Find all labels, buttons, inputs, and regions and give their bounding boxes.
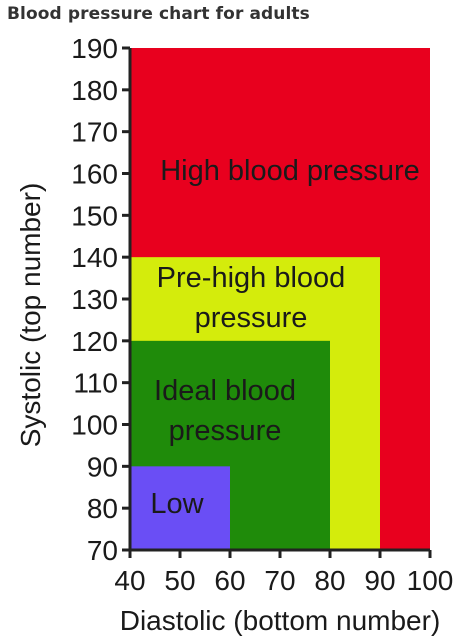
y-tick-label-130: 130 — [71, 284, 118, 315]
region-label-pre-high-blood-pressure: Pre-high blood pressure — [157, 262, 346, 334]
y-tick-label-90: 90 — [87, 451, 118, 482]
y-tick-label-70: 70 — [87, 535, 118, 566]
y-tick-label-170: 170 — [71, 117, 118, 148]
region-label-high-blood-pressure: High blood pressure — [160, 155, 420, 187]
x-tick-label-100: 100 — [407, 565, 454, 596]
chart-title: Blood pressure chart for adults — [7, 4, 310, 24]
x-tick-label-60: 60 — [214, 565, 245, 596]
axes-layer: 70 80 90 100 110 120 130 140 150 160 170 180 190 40 50… — [15, 33, 453, 636]
region-labels-layer: High blood pressure Pre-high blood pressur… — [150, 155, 419, 520]
y-tick-label-190: 190 — [71, 33, 118, 64]
y-tick-label-110: 110 — [73, 368, 118, 399]
x-tick-label-40: 40 — [114, 565, 145, 596]
x-axis-label: Diastolic (bottom number) — [120, 605, 441, 636]
x-tick-label-50: 50 — [164, 565, 195, 596]
region-label-ideal-blood-pressure: Ideal blood pressure — [154, 375, 296, 447]
x-tick-label-70: 70 — [264, 565, 295, 596]
y-axis-label: Systolic (top number) — [15, 183, 46, 448]
y-tick-label-150: 150 — [71, 200, 118, 231]
x-tick-label-90: 90 — [364, 565, 395, 596]
y-tick-label-180: 180 — [71, 75, 118, 106]
y-tick-label-120: 120 — [71, 326, 118, 357]
y-tick-label-140: 140 — [71, 242, 118, 273]
x-tick-label-80: 80 — [314, 565, 345, 596]
region-label-low: Low — [150, 488, 204, 520]
regions-layer — [130, 48, 430, 550]
region-low — [130, 466, 230, 550]
y-tick-label-160: 160 — [71, 159, 118, 190]
y-tick-label-80: 80 — [87, 493, 118, 524]
y-tick-label-100: 100 — [71, 410, 118, 441]
